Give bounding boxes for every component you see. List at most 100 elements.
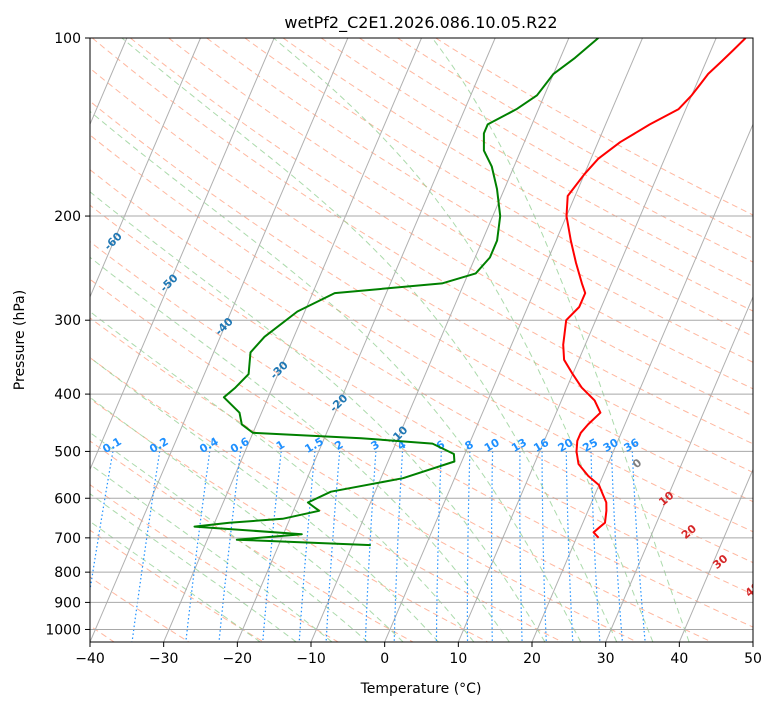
dry-adiabat-line (168, 38, 753, 390)
mixing-ratio-line (466, 451, 471, 642)
dry-adiabat-line (90, 241, 753, 628)
y-tick-label: 500 (54, 444, 81, 460)
dry-adiabat-line (90, 484, 339, 642)
mixing-ratio-label: 8 (463, 438, 476, 453)
isotherm-line (531, 123, 753, 642)
isotherm-line (605, 295, 753, 642)
moist-adiabat-label: 0 (630, 456, 644, 471)
mixing-ratio-label: 0.6 (228, 435, 252, 456)
mixing-ratio-label: 0.2 (147, 435, 170, 456)
background-lines (90, 38, 753, 642)
dry-adiabat-line (91, 38, 753, 445)
isotherm-line (384, 38, 643, 642)
y-tick-label: 800 (54, 565, 81, 581)
mixing-ratio-label: 0.1 (100, 435, 123, 456)
x-tick-label: 10 (449, 651, 467, 667)
mixing-ratio-line (90, 451, 114, 594)
dewpoint-profile-line (193, 38, 599, 547)
moist-adiabat-line (90, 463, 333, 642)
isotherm-label: -10 (387, 423, 410, 446)
isotherm-line (163, 38, 422, 642)
y-tick-label: 200 (54, 209, 81, 225)
isotherm-line (678, 468, 753, 642)
dry-adiabat-line (90, 204, 753, 595)
dry-adiabat-line (90, 278, 712, 642)
mixing-ratio-label: 25 (580, 436, 600, 455)
mixing-ratio-line (610, 451, 623, 642)
mixing-ratio-line (435, 451, 442, 642)
chart-title: wetPf2_C2E1.2026.086.10.05.R22 (284, 13, 557, 33)
dry-adiabat-label: 20 (679, 522, 699, 542)
mixing-ratio-line (519, 451, 523, 642)
plot-frame (89, 37, 754, 643)
y-tick-label: 900 (54, 595, 81, 611)
y-tick-label: 100 (54, 31, 81, 47)
isotherm-label: -80 (0, 162, 6, 185)
mixing-ratio-line (490, 451, 494, 642)
mixing-ratio-label: 20 (556, 436, 576, 455)
dry-adiabat-label: 30 (710, 552, 730, 572)
x-tick-label: 0 (380, 651, 389, 667)
mixing-ratio-label: 1 (274, 438, 287, 453)
moist-adiabat-line (90, 357, 439, 642)
mixing-ratio-line (364, 451, 377, 642)
mixing-ratio-line (393, 451, 404, 642)
x-tick-label: 30 (597, 651, 615, 667)
moist-adiabat-line (90, 396, 404, 642)
mixing-ratio-label: 30 (601, 436, 621, 455)
x-tick-label: 50 (744, 651, 762, 667)
isotherm-label: -60 (102, 229, 125, 252)
mixing-ratio-line (590, 451, 601, 642)
mixing-ratio-line (325, 451, 341, 642)
y-tick-label: 600 (54, 491, 81, 507)
mixing-ratio-label: 1.5 (302, 435, 325, 456)
moist-adiabat-line (90, 431, 369, 642)
dry-adiabat-line (359, 38, 753, 263)
isotherm-label: -30 (268, 358, 291, 381)
line-labels: 0.10.20.40.611.52346810131620253036-100-… (0, 162, 763, 600)
profile-lines (193, 38, 747, 547)
isotherm-label: -50 (157, 271, 180, 294)
isotherm-line (457, 38, 717, 642)
dry-adiabat-line (90, 134, 753, 533)
y-tick-label: 300 (54, 313, 81, 329)
mixing-ratio-line (541, 451, 547, 642)
moist-adiabat-line (90, 256, 510, 642)
moist-adiabat-line (90, 191, 546, 642)
dry-adiabat-line (206, 38, 753, 363)
y-axis-label: Pressure (hPa) (12, 290, 28, 390)
y-tick-label: 1000 (45, 622, 81, 638)
moist-adiabat-line (90, 311, 475, 642)
isotherm-label: -40 (213, 315, 236, 338)
moist-adiabat-line (273, 38, 654, 642)
dry-adiabat-line (397, 38, 753, 239)
mixing-ratio-line (131, 451, 161, 642)
dry-adiabat-line (90, 529, 264, 642)
moist-adiabat-line (121, 38, 618, 642)
moist-adiabat-line (431, 38, 690, 642)
x-tick-label: −20 (223, 651, 253, 667)
moist-adiabat-line (90, 520, 261, 642)
dry-adiabat-line (90, 317, 638, 642)
mixing-ratio-line (185, 451, 211, 642)
dry-adiabat-label: 40 (743, 580, 763, 600)
x-axis-label: Temperature (°C) (360, 681, 482, 697)
mixing-ratio-line (565, 451, 574, 642)
mixing-ratio-label: 10 (482, 436, 502, 455)
isotherm-line (236, 38, 496, 642)
x-tick-label: −30 (149, 651, 179, 667)
y-tick-label: 400 (54, 387, 81, 403)
dry-adiabat-line (90, 67, 753, 473)
x-tick-label: 40 (670, 651, 688, 667)
temperature-profile-line (562, 38, 747, 539)
mixing-ratio-label: 16 (531, 436, 551, 455)
mixing-ratio-line (298, 451, 316, 642)
mixing-ratio-label: 36 (622, 436, 642, 455)
isotherm-line (90, 38, 349, 642)
dry-adiabat-line (90, 440, 414, 642)
moist-adiabat-line (90, 493, 297, 642)
isotherm-line (310, 38, 570, 642)
y-tick-label: 700 (54, 531, 81, 547)
x-tick-label: 20 (523, 651, 541, 667)
